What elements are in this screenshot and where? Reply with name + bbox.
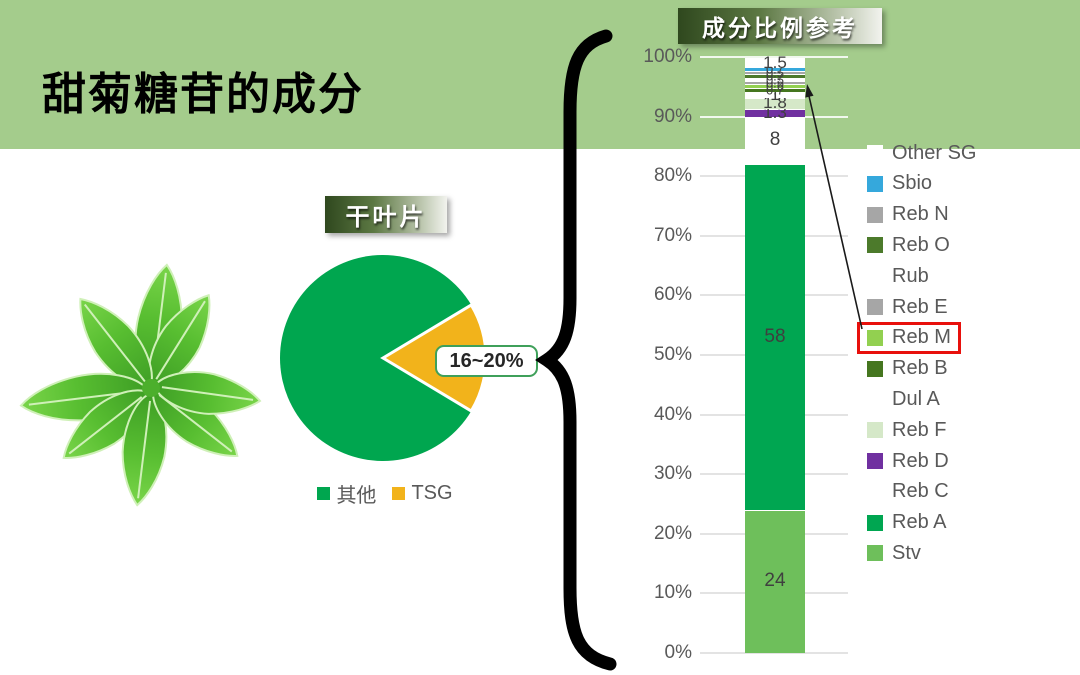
bar-segment-stv	[745, 509, 805, 653]
y-axis-tick-label: 70%	[653, 224, 692, 246]
gridline	[700, 175, 848, 178]
pie-legend-item: TSG	[392, 482, 453, 505]
legend-swatch	[867, 360, 883, 377]
legend-label: 其他	[336, 485, 377, 507]
legend-label: Sbio	[892, 172, 933, 195]
tsg-percentage-callout: 16~20%	[435, 345, 538, 377]
legend-label: Reb N	[892, 203, 949, 226]
legend-label: Dul A	[892, 387, 940, 410]
legend-swatch	[867, 206, 883, 223]
y-axis-tick-label: 20%	[653, 522, 692, 544]
legend-label: Rub	[892, 264, 929, 287]
gridline	[700, 234, 848, 237]
y-axis-tick-label: 30%	[653, 463, 692, 485]
legend-swatch	[867, 329, 883, 346]
bar-title: 成分比例参考	[702, 15, 858, 41]
pie-title-banner: 干叶片	[325, 196, 447, 233]
bar-segment-reb-a	[745, 164, 805, 510]
y-axis-tick-label: 80%	[653, 165, 692, 187]
y-axis-tick-label: 10%	[653, 582, 692, 604]
legend-swatch	[867, 453, 883, 469]
legend-swatch	[867, 483, 883, 500]
stevia-leaf-image	[19, 263, 262, 507]
gridline	[700, 592, 848, 595]
bar-legend-item-reb-b: Reb B	[857, 353, 958, 385]
bar-legend-item-reb-c: Reb C	[857, 476, 959, 508]
bar-legend-item-reb-m: Reb M	[857, 321, 961, 354]
gridline	[700, 652, 848, 654]
legend-swatch	[867, 391, 883, 408]
gridline	[700, 354, 848, 356]
bar-segment-value: 24	[764, 570, 786, 592]
bar-legend-item-reb-e: Reb E	[857, 291, 958, 323]
y-axis-tick-label: 0%	[664, 642, 692, 663]
bar-legend-item-reb-d: Reb D	[857, 445, 959, 477]
legend-label: TSG	[411, 482, 453, 504]
legend-swatch	[867, 299, 883, 315]
pie-legend: 其他 TSG	[280, 479, 490, 508]
bar-legend-item-stv: Stv	[857, 537, 931, 569]
bar-title-banner: 成分比例参考	[678, 8, 882, 44]
legend-label: Reb D	[892, 449, 949, 472]
legend-swatch	[867, 422, 883, 439]
gridline	[700, 532, 848, 535]
bar-legend-item-reb-f: Reb F	[857, 414, 956, 446]
legend-swatch	[867, 545, 883, 562]
bar-legend-item-dul-a: Dul A	[857, 383, 950, 415]
gridline	[700, 413, 848, 416]
bar-legend-item-reb-n: Reb N	[857, 199, 959, 231]
pie-title: 干叶片	[345, 204, 427, 231]
legend-label: Reb B	[892, 357, 948, 380]
pie-legend-item: 其他	[317, 479, 376, 508]
legend-swatch	[867, 268, 883, 285]
legend-label: Stv	[892, 541, 921, 564]
legend-swatch	[867, 237, 883, 254]
legend-swatch	[867, 175, 883, 192]
legend-swatch	[392, 487, 406, 500]
legend-label: Reb O	[892, 233, 950, 256]
legend-swatch	[317, 487, 331, 500]
bar-legend-item-sbio: Sbio	[857, 168, 942, 200]
gridline	[700, 294, 848, 297]
page-title: 甜菊糖苷的成分	[42, 70, 364, 119]
y-axis-tick-label: 60%	[653, 284, 692, 306]
legend-label: Reb F	[892, 418, 947, 441]
gridline	[700, 473, 848, 476]
legend-swatch	[867, 514, 883, 531]
legend-label: Reb C	[892, 480, 949, 503]
legend-label: Reb A	[892, 511, 947, 534]
y-axis-tick-label: 50%	[653, 344, 692, 365]
legend-label: Reb M	[892, 326, 951, 349]
bar-legend-item-reb-o: Reb O	[857, 229, 960, 261]
bar-segment-value: 58	[764, 326, 786, 348]
y-axis-tick-label: 40%	[653, 403, 692, 425]
legend-label: Reb E	[892, 295, 948, 318]
bar-legend-item-rub: Rub	[857, 260, 939, 292]
bar-legend-item-reb-a: Reb A	[857, 507, 956, 539]
